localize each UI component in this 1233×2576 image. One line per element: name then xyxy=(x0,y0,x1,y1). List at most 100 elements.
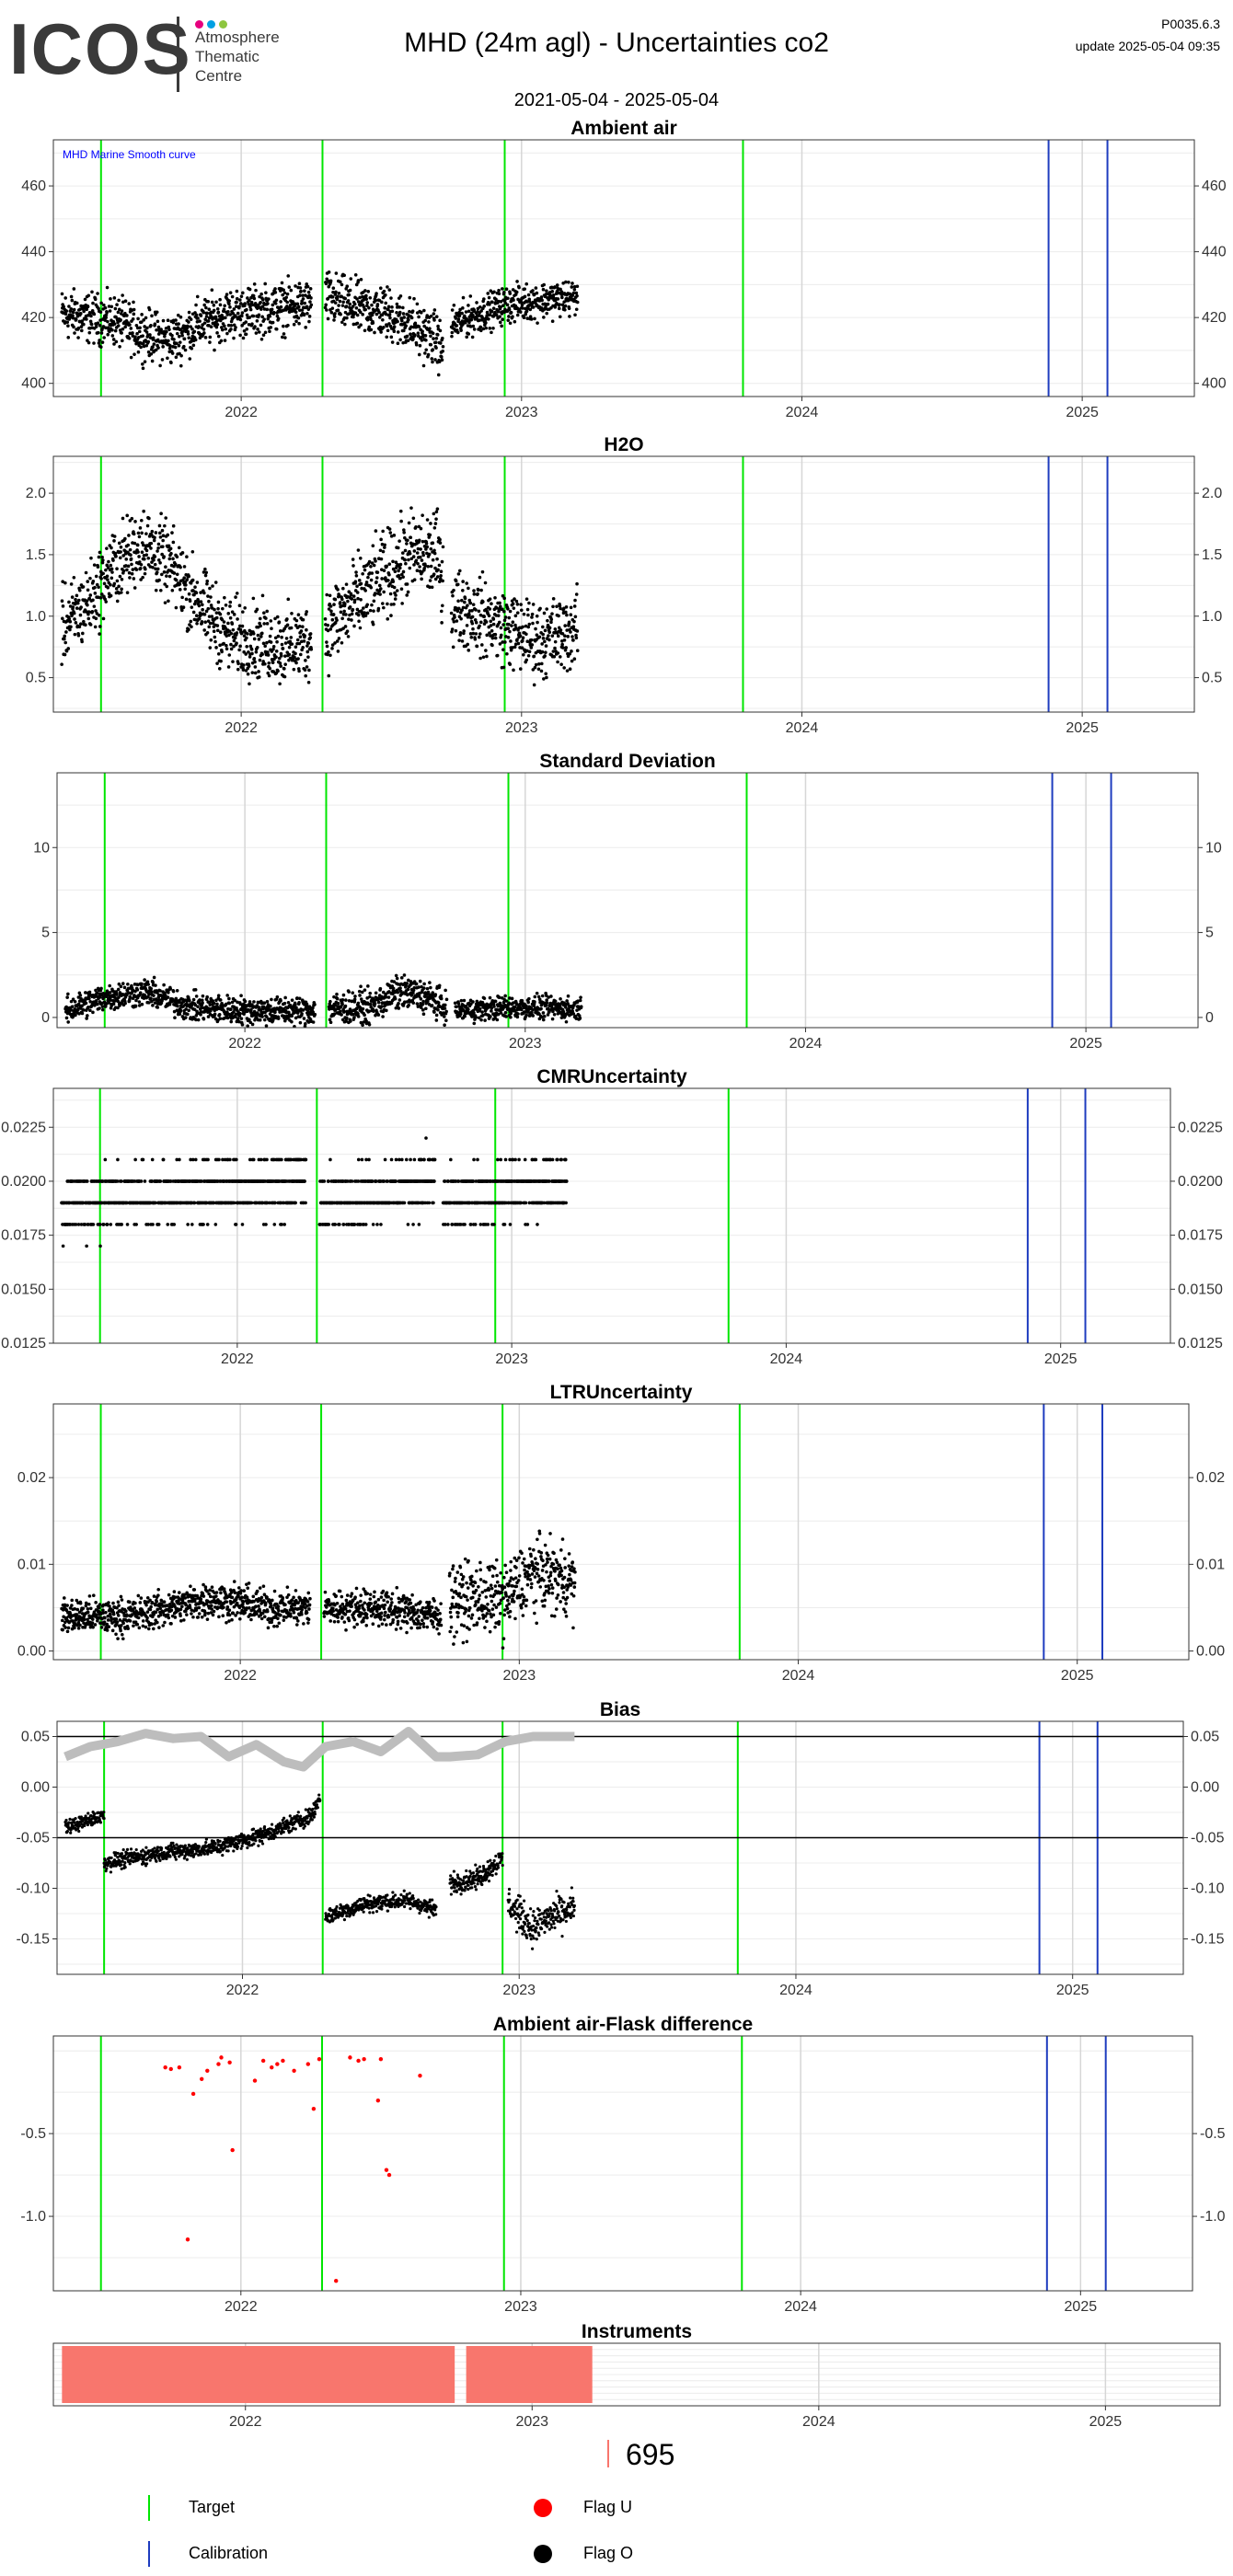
data-point xyxy=(240,324,244,328)
x-tick-label: 2022 xyxy=(228,1036,261,1052)
data-point xyxy=(108,309,112,313)
data-point xyxy=(300,639,304,644)
data-point xyxy=(125,314,129,317)
data-point xyxy=(456,317,461,321)
data-point xyxy=(533,665,537,670)
data-point xyxy=(340,1002,344,1006)
data-point xyxy=(541,632,545,637)
data-point xyxy=(367,1009,371,1014)
data-point xyxy=(397,1006,401,1010)
data-point xyxy=(105,310,109,315)
data-point xyxy=(231,627,236,632)
data-point xyxy=(434,517,438,521)
data-point xyxy=(368,295,373,300)
data-point xyxy=(498,315,501,318)
data-point xyxy=(119,984,123,989)
data-point xyxy=(390,309,395,314)
data-point xyxy=(116,310,121,315)
data-point xyxy=(180,333,184,338)
data-point xyxy=(524,1004,528,1008)
data-point xyxy=(208,586,212,591)
data-point xyxy=(186,324,190,328)
data-point xyxy=(432,572,436,577)
data-point xyxy=(563,634,567,638)
data-point xyxy=(307,315,312,318)
data-point xyxy=(407,558,410,562)
data-point xyxy=(71,605,75,609)
data-point xyxy=(376,606,381,611)
data-point xyxy=(245,644,249,649)
data-point xyxy=(461,295,466,300)
data-point xyxy=(392,585,397,590)
data-point xyxy=(91,301,95,305)
data-point xyxy=(305,627,308,632)
data-point xyxy=(544,672,548,676)
data-point xyxy=(63,296,68,300)
data-point xyxy=(112,296,117,300)
data-point xyxy=(184,582,188,587)
data-point xyxy=(440,621,444,625)
data-point xyxy=(291,301,295,305)
data-point xyxy=(139,345,143,350)
data-point xyxy=(502,609,506,614)
data-point xyxy=(325,277,329,282)
data-point xyxy=(307,319,311,324)
data-point xyxy=(368,995,372,999)
data-point xyxy=(186,1012,190,1017)
data-point xyxy=(375,580,378,584)
data-point xyxy=(415,302,420,306)
data-point xyxy=(197,604,202,608)
data-point xyxy=(305,284,310,289)
data-point xyxy=(218,612,223,616)
data-point xyxy=(569,613,573,617)
data-point xyxy=(104,568,108,572)
data-point xyxy=(352,598,357,603)
data-point xyxy=(503,640,507,644)
data-point xyxy=(523,294,527,299)
data-point xyxy=(274,327,279,331)
data-point xyxy=(476,588,480,592)
data-point xyxy=(262,1018,267,1022)
data-point xyxy=(168,987,173,991)
data-point xyxy=(405,542,409,546)
data-point xyxy=(398,509,403,513)
logo-dot-green xyxy=(219,20,227,29)
data-point xyxy=(557,306,561,311)
data-point xyxy=(362,305,366,309)
data-point xyxy=(72,575,76,580)
data-point xyxy=(232,638,236,643)
data-point xyxy=(483,581,488,585)
data-point xyxy=(488,995,492,1000)
data-point xyxy=(472,589,476,592)
data-point xyxy=(382,569,386,572)
data-point xyxy=(179,363,183,368)
data-point xyxy=(236,667,240,672)
data-point xyxy=(559,287,562,292)
data-point xyxy=(253,302,258,305)
data-point xyxy=(187,336,191,339)
data-point xyxy=(120,587,123,592)
data-point xyxy=(399,976,404,980)
data-point xyxy=(354,570,358,574)
data-point xyxy=(549,995,553,998)
data-point xyxy=(340,1013,343,1017)
data-point xyxy=(532,683,536,687)
data-point xyxy=(304,659,307,662)
data-point xyxy=(402,316,406,319)
data-point xyxy=(279,664,282,668)
data-point xyxy=(107,305,111,308)
data-point xyxy=(91,1010,95,1015)
data-point xyxy=(251,314,256,318)
data-point xyxy=(366,984,370,988)
data-point xyxy=(134,340,139,345)
data-point xyxy=(205,579,210,583)
data-point xyxy=(343,602,347,606)
y-tick-label-right: 0 xyxy=(1205,1010,1214,1026)
data-point xyxy=(252,1000,256,1004)
data-point xyxy=(392,534,397,537)
data-point xyxy=(473,638,478,641)
data-point xyxy=(514,290,519,294)
data-point xyxy=(569,605,573,610)
data-point xyxy=(86,603,89,607)
data-point xyxy=(226,310,230,314)
